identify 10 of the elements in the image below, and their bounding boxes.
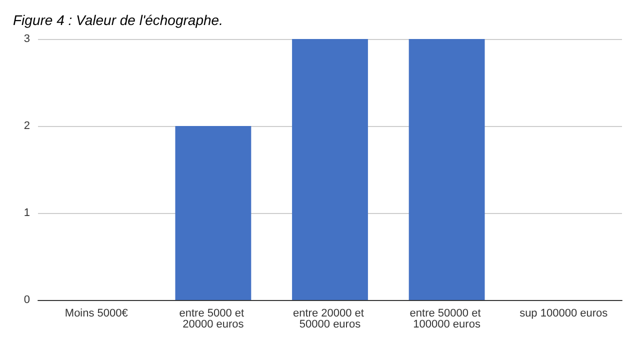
chart-title: Figure 4 : Valeur de l'échographe. bbox=[13, 12, 223, 28]
x-tick-label: entre 5000 et 20000 euros bbox=[179, 308, 248, 330]
y-tick-label: 2 bbox=[24, 120, 30, 132]
x-tick-label: sup 100000 euros bbox=[520, 308, 608, 320]
x-tick-label: Moins 5000€ bbox=[64, 308, 128, 320]
y-tick-label: 3 bbox=[24, 33, 30, 45]
x-tick-label: entre 50000 et 100000 euros bbox=[410, 308, 484, 330]
y-tick-label: 0 bbox=[24, 294, 30, 306]
y-tick-label: 1 bbox=[24, 207, 30, 219]
x-tick-label: entre 20000 et 50000 euros bbox=[292, 308, 368, 330]
